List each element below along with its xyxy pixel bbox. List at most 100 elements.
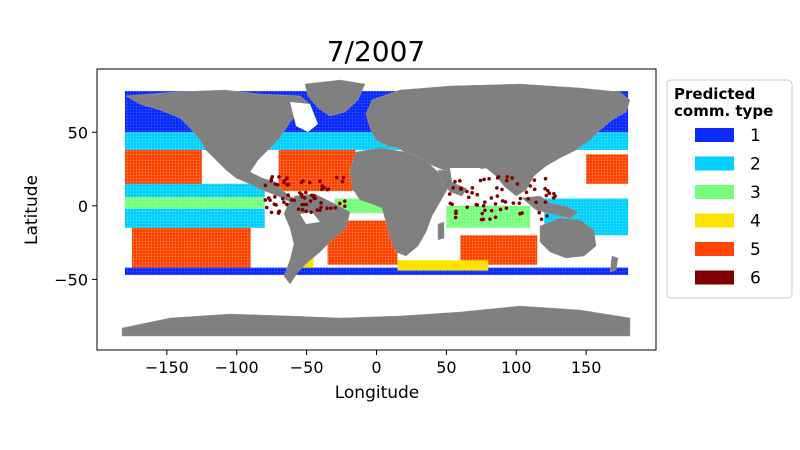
type-6-point — [545, 188, 550, 193]
type-6-point — [319, 205, 323, 210]
type-6-point — [480, 211, 485, 216]
type-6-point — [483, 208, 487, 213]
legend-label-4: 4 — [750, 212, 761, 232]
legend-swatch-6 — [695, 270, 734, 285]
type-6-point — [296, 207, 301, 211]
type-6-point — [543, 200, 548, 204]
chart-title: 7/2007 — [327, 35, 426, 68]
type-6-point — [282, 200, 286, 205]
type-6-point — [470, 186, 475, 190]
band-type-2-5 — [124, 208, 265, 228]
type-6-point — [552, 191, 556, 196]
type-6-point — [268, 198, 272, 202]
type-6-point — [526, 197, 531, 201]
type-6-point — [496, 175, 501, 179]
band-type-1-7 — [124, 267, 629, 275]
type-6-point — [482, 177, 486, 182]
type-6-point — [270, 174, 274, 179]
type-6-point — [532, 178, 537, 182]
type-6-point — [539, 217, 544, 222]
legend-swatch-1 — [695, 128, 734, 142]
type-6-point — [319, 201, 323, 205]
y-tick-label: 0 — [78, 197, 88, 216]
type-6-point — [528, 184, 533, 188]
type-6-point — [454, 209, 458, 214]
type-6-point — [318, 179, 322, 183]
type-6-point — [334, 175, 339, 180]
x-tick-label: 0 — [371, 358, 381, 377]
type-6-point — [524, 190, 529, 195]
legend-swatch-5 — [695, 242, 734, 256]
type-6-point — [269, 210, 274, 215]
type-6-point — [304, 190, 308, 195]
type-6-point — [280, 196, 285, 201]
type-6-point — [273, 195, 277, 199]
y-axis-title: Latitude — [22, 175, 42, 245]
legend-label-3: 3 — [750, 183, 761, 203]
legend-swatch-2 — [695, 156, 734, 171]
type-6-point — [451, 186, 455, 190]
type-6-point — [544, 193, 549, 198]
x-tick-label: 50 — [436, 358, 456, 377]
type-6-point — [307, 180, 312, 185]
type-6-point — [510, 176, 514, 180]
type-6-point — [545, 214, 549, 218]
greenland-land — [304, 79, 366, 117]
legend-swatch-4 — [695, 213, 734, 228]
type-6-point — [285, 202, 289, 207]
type-6-point — [518, 196, 523, 201]
type-6-point — [475, 203, 480, 207]
type-6-point — [495, 186, 499, 190]
x-tick-label: −100 — [215, 358, 259, 377]
australia-land — [539, 217, 597, 259]
type-6-point — [475, 192, 480, 197]
type-6-point — [511, 201, 516, 205]
type-6-point — [481, 203, 486, 208]
madagascar-land — [437, 221, 445, 241]
band-type-5-2 — [124, 149, 202, 189]
type-6-point — [547, 191, 552, 196]
band-type-4-15 — [397, 260, 489, 271]
type-6-point — [309, 210, 313, 215]
type-6-point — [478, 178, 483, 183]
type-6-point — [459, 187, 463, 192]
type-6-point — [481, 217, 486, 222]
type-6-point — [520, 211, 524, 215]
type-6-point — [470, 191, 474, 195]
band-type-3-11 — [446, 205, 531, 228]
antarctica-land — [121, 305, 631, 337]
type-6-point — [493, 202, 498, 206]
type-6-point — [274, 203, 278, 207]
type-6-point — [487, 176, 491, 181]
type-6-point — [343, 204, 347, 209]
type-6-point — [342, 199, 347, 204]
south-america-land — [283, 193, 351, 285]
x-tick-label: −50 — [290, 358, 324, 377]
type-6-point — [453, 179, 457, 184]
type-6-point — [329, 206, 333, 210]
type-6-point — [532, 187, 537, 192]
type-6-point — [277, 175, 281, 179]
africa-land — [349, 147, 449, 257]
type-6-point — [276, 211, 281, 215]
eurasia-land — [365, 83, 631, 197]
x-tick-label: −150 — [145, 358, 189, 377]
x-axis-ticks: −150 −100 −50 0 50 100 150 — [145, 350, 601, 377]
type-6-point — [301, 179, 305, 183]
type-6-point — [500, 187, 504, 192]
x-axis-title: Longitude — [335, 383, 420, 403]
type-6-point — [488, 217, 492, 221]
type-6-point — [286, 193, 290, 198]
type-6-point — [322, 185, 326, 190]
type-6-point — [495, 194, 500, 198]
type-6-point — [493, 215, 498, 220]
y-tick-label: 50 — [68, 123, 88, 142]
type-6-point — [453, 215, 458, 220]
arabian-sea-gap — [450, 168, 490, 190]
legend-entries: 1 2 3 4 5 6 — [695, 126, 761, 289]
type-6-point — [447, 192, 452, 196]
type-6-point — [333, 206, 338, 210]
legend-title-line-2: comm. type — [674, 102, 773, 120]
band-type-5-12 — [460, 235, 538, 265]
